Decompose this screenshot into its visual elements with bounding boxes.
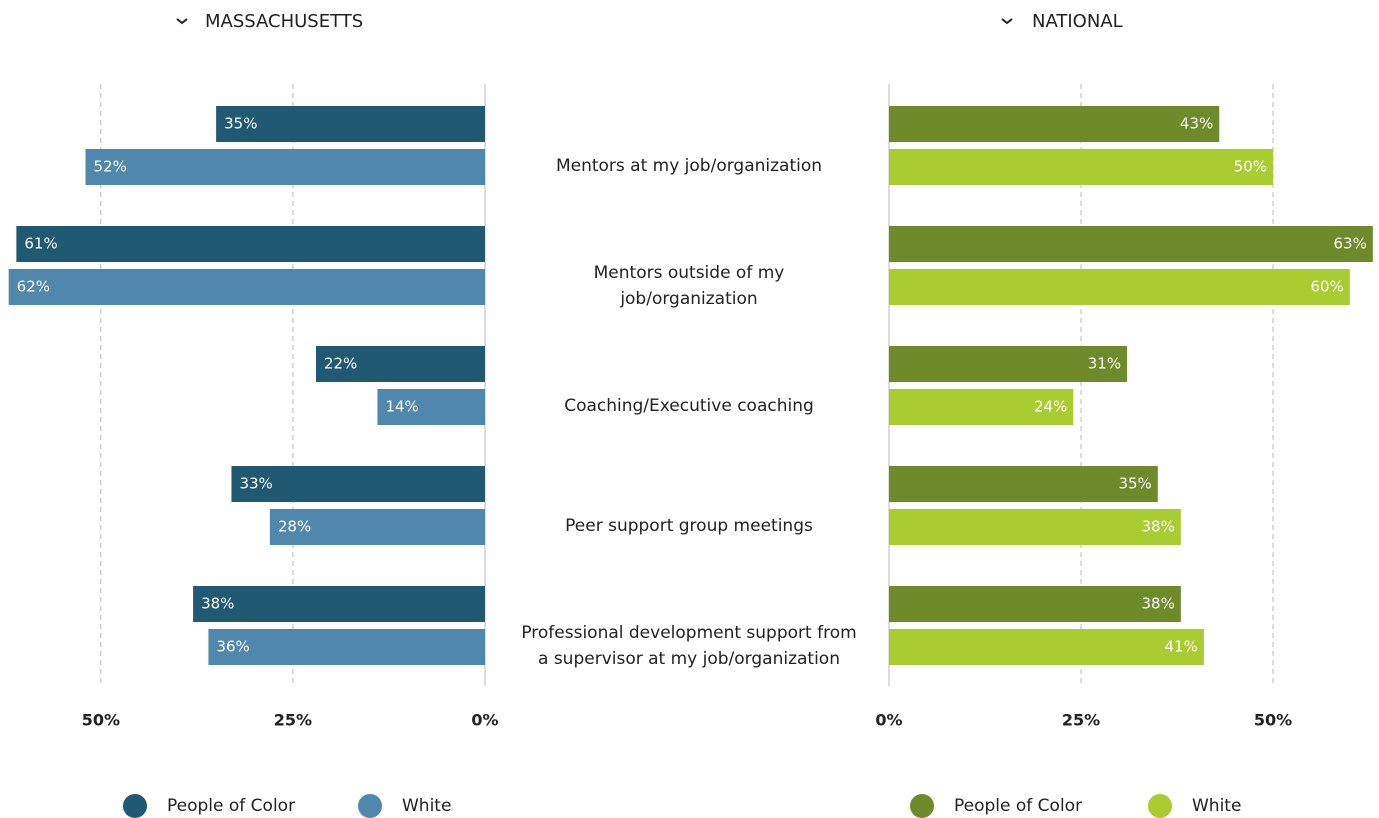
category-label: Professional development support from a … (521, 622, 857, 669)
value-label: 35% (224, 115, 257, 133)
value-label: 28% (278, 518, 311, 536)
value-label: 31% (1088, 355, 1121, 373)
bar (889, 466, 1158, 502)
value-label: 60% (1310, 278, 1343, 296)
value-label: 38% (1142, 518, 1175, 536)
bar (269, 509, 485, 545)
x-tick-label: 25% (1062, 711, 1100, 730)
legend-marker (1148, 794, 1172, 818)
category-label: Peer support group meetings (565, 515, 813, 536)
legend-label: People of Color (167, 796, 295, 816)
bar (85, 149, 485, 185)
value-label: 35% (1118, 475, 1151, 493)
value-label: 38% (201, 595, 234, 613)
value-label: 33% (239, 475, 272, 493)
bar (231, 466, 485, 502)
legend-marker (358, 794, 382, 818)
value-label: 41% (1165, 638, 1198, 656)
value-label: 52% (94, 158, 127, 176)
legend-marker (910, 794, 934, 818)
bar (889, 226, 1373, 262)
value-label: 62% (17, 278, 50, 296)
bar (889, 586, 1181, 622)
legend-label: White (1192, 796, 1241, 816)
category-label: Coaching/Executive coaching (564, 395, 814, 416)
legend-label: White (402, 796, 451, 816)
category-label: Mentors at my job/organization (555, 155, 823, 176)
value-label: 43% (1180, 115, 1213, 133)
bar (16, 226, 485, 262)
value-label: 50% (1234, 158, 1267, 176)
bar (193, 586, 486, 622)
value-label: 61% (24, 235, 57, 253)
x-tick-label: 50% (1254, 711, 1292, 730)
chevron (176, 18, 188, 25)
legend-label: People of Color (954, 796, 1082, 816)
chart-title: NATIONAL (1032, 11, 1123, 32)
x-tick-label: 0% (875, 711, 902, 730)
value-label: 22% (324, 355, 357, 373)
legend-marker (123, 794, 147, 818)
bar (889, 149, 1274, 185)
bar (889, 389, 1074, 425)
chart-title: MASSACHUSETTS (205, 11, 363, 32)
x-tick-label: 0% (471, 711, 498, 730)
bar (889, 509, 1181, 545)
bar (8, 269, 486, 305)
category-label: Mentors outside of my job/organization (593, 262, 785, 309)
bar (889, 106, 1220, 142)
x-tick-label: 25% (274, 711, 312, 730)
chevron (1001, 18, 1013, 25)
bar (889, 629, 1204, 665)
bar (377, 389, 485, 425)
value-label: 36% (216, 638, 249, 656)
bar (315, 346, 485, 382)
bar (208, 629, 485, 665)
bar (889, 269, 1350, 305)
value-label: 24% (1034, 398, 1067, 416)
bar (216, 106, 485, 142)
value-label: 14% (385, 398, 418, 416)
value-label: 63% (1334, 235, 1367, 253)
x-tick-label: 50% (82, 711, 120, 730)
value-label: 38% (1142, 595, 1175, 613)
bar (889, 346, 1128, 382)
